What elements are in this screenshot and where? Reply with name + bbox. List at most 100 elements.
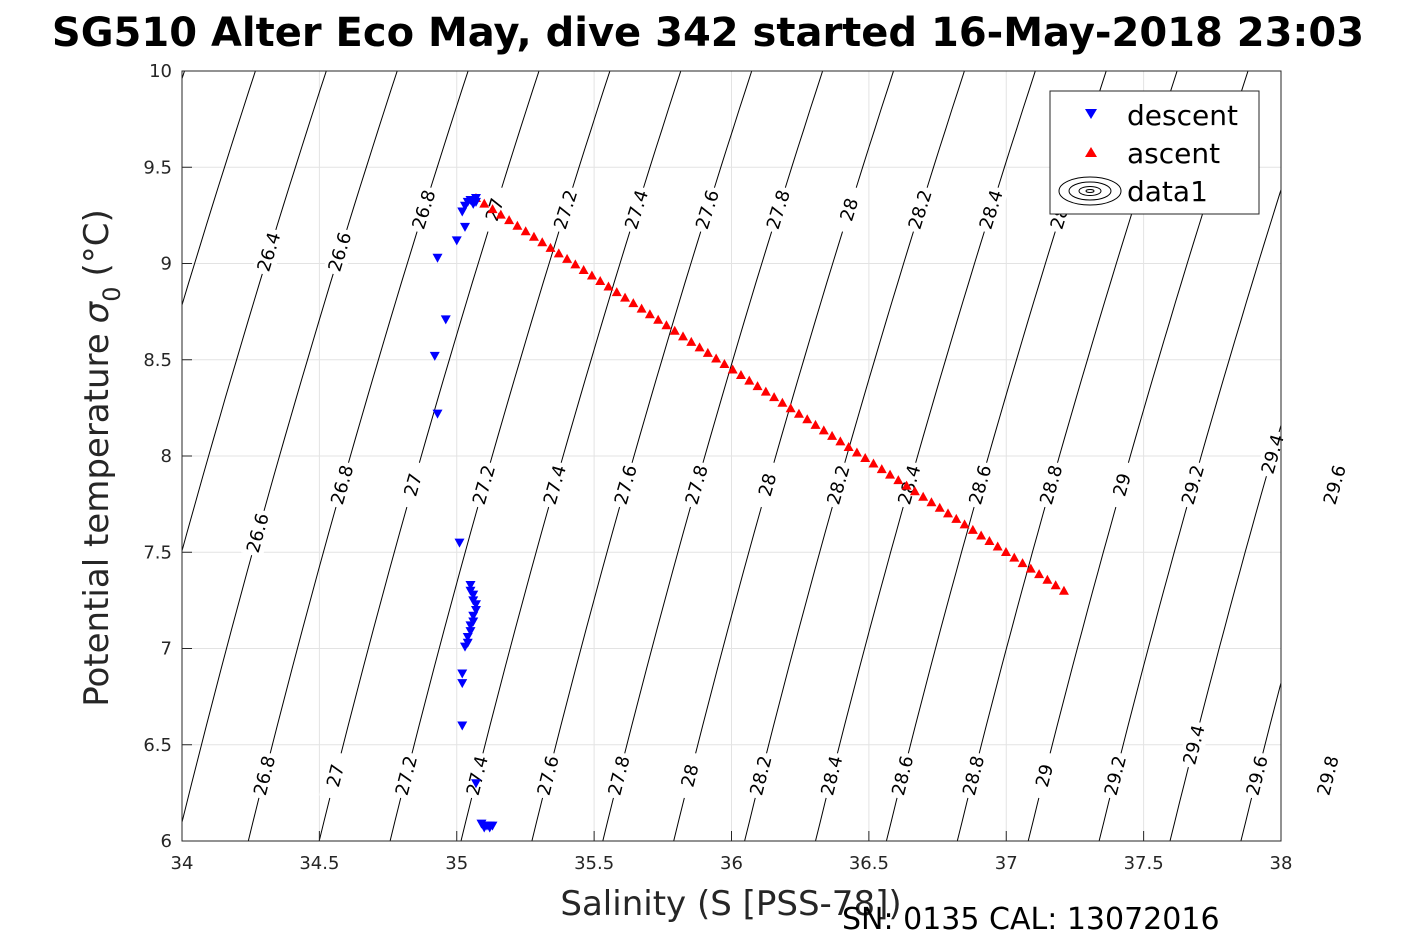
isopycnal-label-bg <box>467 459 501 511</box>
chart-title: SG510 Alter Eco May, dive 342 started 16… <box>52 10 1364 56</box>
ascent-marker <box>1050 580 1061 590</box>
isopycnal-label-bg <box>251 226 287 278</box>
ascent-marker <box>744 375 755 385</box>
ascent-marker <box>512 220 523 230</box>
isopycnal-label-bg <box>902 184 938 235</box>
ascent-marker <box>653 314 664 324</box>
descent-marker <box>468 199 479 209</box>
ascent-marker <box>528 231 539 241</box>
y-tick-label: 10 <box>149 61 172 82</box>
ascent-marker <box>562 253 573 263</box>
descent-marker <box>454 538 465 548</box>
y-tick-label: 8 <box>161 446 172 467</box>
ascent-marker <box>893 475 904 485</box>
ascent-marker <box>1009 552 1020 562</box>
serial-calibration-note: SN: 0135 CAL: 13072016 <box>842 902 1220 937</box>
descent-marker <box>432 253 443 263</box>
ascent-marker <box>785 403 796 413</box>
x-tick-label: 35.5 <box>574 853 614 874</box>
x-tick-label: 35 <box>445 853 468 874</box>
descent-marker <box>429 351 440 361</box>
descent-marker <box>457 669 468 679</box>
y-tick-label: 9 <box>161 254 172 275</box>
isopycnal-label-bg <box>815 750 849 801</box>
ascent-marker <box>1058 585 1069 595</box>
ascent-marker <box>578 264 589 274</box>
y-axis-ticks: 6 6.5 7 7.5 8 8.5 9 9.5 10 <box>143 61 192 852</box>
isopycnal-label-bg <box>390 750 423 801</box>
ascent-marker <box>545 242 556 252</box>
ascent-marker <box>1017 558 1028 568</box>
isopycnal-label-bg <box>1240 750 1274 801</box>
ascent-marker <box>885 469 896 479</box>
descent-marker <box>465 627 476 637</box>
isopycnal-label-bg <box>602 750 636 801</box>
isopycnal-label-bg <box>248 750 281 801</box>
isopycnal-label-bg <box>1105 459 1139 511</box>
isopycnal-label-bg <box>619 184 654 235</box>
isopycnal-label-bg <box>973 184 1009 235</box>
x-tick-label: 36.5 <box>849 853 889 874</box>
ascent-marker <box>868 458 879 468</box>
x-tick-label: 34.5 <box>299 853 339 874</box>
ascent-marker <box>1034 569 1045 579</box>
y-tick-label: 7 <box>161 639 172 660</box>
ascent-marker <box>860 453 871 463</box>
ascent-marker <box>752 381 763 391</box>
grid-lines <box>182 71 1281 841</box>
isopycnal-label-bg <box>886 750 920 801</box>
isopycnal-label-bg <box>322 226 358 278</box>
ascent-marker <box>595 276 606 286</box>
y-tick-label: 8.5 <box>143 350 172 371</box>
ascent-marker <box>586 270 597 280</box>
x-tick-label: 37.5 <box>1124 853 1164 874</box>
y-tick-label: 6 <box>161 831 172 852</box>
descent-marker <box>468 590 479 600</box>
isopycnal-label-bg <box>831 184 867 235</box>
isopycnal-label: 29 <box>1028 750 1061 801</box>
descent-series <box>429 194 498 833</box>
y-tick-label: 7.5 <box>143 542 172 563</box>
ascent-marker <box>851 447 862 457</box>
x-tick-label: 36 <box>720 853 743 874</box>
isopycnal-label-bg <box>241 507 275 559</box>
isopycnal-label-bg <box>690 184 725 235</box>
legend-data1-label: data1 <box>1127 175 1208 208</box>
legend-ascent-marker <box>1085 147 1097 157</box>
ascent-marker <box>570 259 581 269</box>
descent-marker <box>440 315 451 325</box>
ascent-marker <box>760 386 771 396</box>
isopycnal-label-bg <box>1176 459 1210 511</box>
ascent-marker <box>843 441 854 451</box>
isopycnal-label: 27.6 <box>690 184 725 235</box>
isopycnal-label-bg <box>1099 750 1132 801</box>
descent-marker <box>470 606 481 615</box>
descent-marker <box>457 679 468 689</box>
ascent-marker <box>1025 563 1036 573</box>
ascent-marker <box>694 342 705 352</box>
isopycnal-label: 28.8 <box>957 750 990 801</box>
isopycnal-label-bg <box>744 750 778 801</box>
descent-marker <box>459 642 470 652</box>
y-tick-label: 9.5 <box>143 157 172 178</box>
isopycnal-line <box>182 71 327 553</box>
isopycnal-label-bg <box>1177 719 1211 770</box>
x-tick-label: 38 <box>1270 853 1293 874</box>
ascent-marker <box>661 320 672 330</box>
ascent-marker <box>777 397 788 407</box>
isopycnal-label-bg <box>1034 459 1069 511</box>
x-tick-label: 37 <box>995 853 1018 874</box>
ascent-marker <box>901 480 912 490</box>
ascent-marker <box>802 414 813 424</box>
ascent-marker <box>711 353 722 363</box>
isopycnal-line <box>182 71 398 825</box>
descent-marker <box>465 621 476 631</box>
isopycnal-label-bg <box>957 750 990 801</box>
ascent-marker <box>951 513 962 523</box>
isopycnal-line <box>1240 680 1281 841</box>
ascent-marker <box>769 392 780 402</box>
isopycnal-label-bg <box>1028 750 1061 801</box>
x-tick-label: 34 <box>171 853 194 874</box>
legend-ascent-label: ascent <box>1127 137 1220 170</box>
y-axis-label-unit: (°C) <box>77 209 117 276</box>
